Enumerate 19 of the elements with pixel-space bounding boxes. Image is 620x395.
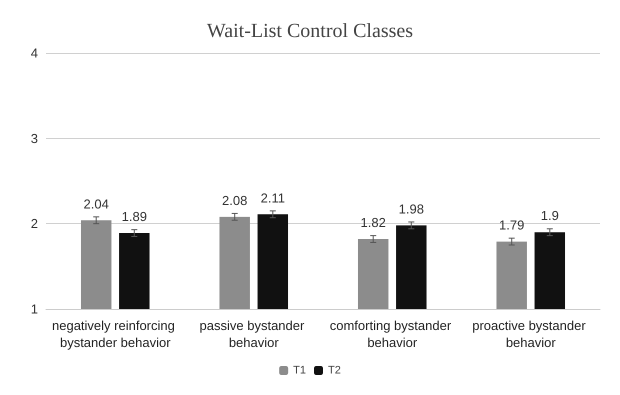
y-tick-label: 1 (30, 302, 38, 316)
data-label: 2.11 (260, 190, 285, 206)
data-label: 1.79 (499, 218, 524, 233)
data-label: 2.08 (222, 192, 248, 208)
data-label: 1.98 (398, 201, 424, 216)
data-label: 2.04 (84, 196, 109, 212)
x-tick-label: passive bystander behavior (200, 318, 308, 350)
x-tick-label: comforting bystander behavior (330, 318, 455, 350)
y-tick-label: 2 (30, 216, 38, 232)
legend-label: T2 (328, 364, 341, 376)
data-label: 1.82 (360, 215, 386, 230)
x-tick-label: proactive bystander behavior (472, 318, 590, 350)
x-tick-label: negatively reinforcing bystander behavior (52, 318, 178, 350)
chart-title: Wait-List Control Classes (206, 20, 414, 42)
y-tick-label: 3 (30, 130, 38, 146)
y-tick-label: 4 (30, 46, 38, 60)
legend-label: T1 (293, 364, 306, 376)
data-label: 1.9 (540, 208, 559, 224)
data-label: 1.89 (122, 209, 147, 224)
